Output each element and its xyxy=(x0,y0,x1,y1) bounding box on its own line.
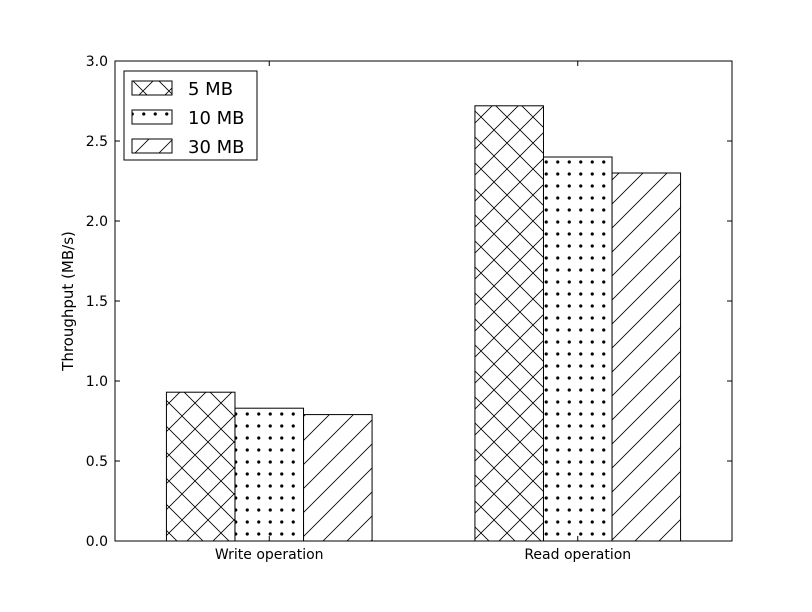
x-tick-label: Write operation xyxy=(215,547,324,563)
bar-10-mb-read-operation xyxy=(542,156,613,542)
legend-label-30-mb: 30 MB xyxy=(188,137,245,158)
x-tick-label: Read operation xyxy=(524,547,631,563)
bar-10-mb-write-operation xyxy=(234,407,305,542)
y-tick-label: 0.0 xyxy=(86,534,108,550)
bar-5-mb-write-operation xyxy=(165,391,236,542)
legend: 5 MB 10 MB 30 MB xyxy=(123,70,258,161)
x-axis-ticks: Write operation Read operation xyxy=(215,61,631,563)
legend-swatch-5-mb xyxy=(131,80,173,96)
bars-group xyxy=(165,105,682,542)
legend-label-10-mb: 10 MB xyxy=(188,108,245,129)
y-tick-label: 1.0 xyxy=(86,374,108,390)
y-axis-ticks: 0.0 0.5 1.0 1.5 2.0 2.5 3.0 xyxy=(86,54,732,550)
bar-5-mb-read-operation xyxy=(474,105,544,542)
y-tick-label: 3.0 xyxy=(86,54,108,70)
y-tick-label: 0.5 xyxy=(86,454,108,470)
bar-30-mb-write-operation xyxy=(303,414,373,542)
legend-swatch-10-mb xyxy=(131,109,173,125)
y-tick-label: 1.5 xyxy=(86,294,108,310)
y-axis-title: Throughput (MB/s) xyxy=(59,231,77,372)
legend-label-5-mb: 5 MB xyxy=(188,79,233,100)
y-tick-label: 2.5 xyxy=(86,134,108,150)
legend-swatch-30-mb xyxy=(131,138,173,154)
y-tick-label: 2.0 xyxy=(86,214,108,230)
bar-30-mb-read-operation xyxy=(611,172,682,542)
